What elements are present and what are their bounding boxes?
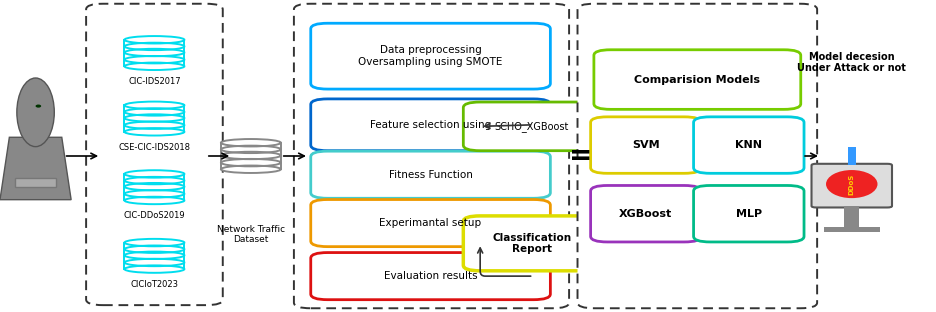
FancyBboxPatch shape [694, 185, 804, 242]
Text: CIC-IDS2017: CIC-IDS2017 [128, 77, 181, 86]
Bar [124, 105, 184, 132]
FancyBboxPatch shape [311, 99, 550, 151]
Ellipse shape [17, 78, 54, 147]
Text: Data preprocessing
Oversampling using SMOTE: Data preprocessing Oversampling using SM… [358, 45, 503, 67]
Ellipse shape [124, 36, 184, 43]
Text: KNN: KNN [736, 140, 762, 150]
FancyBboxPatch shape [463, 216, 600, 271]
Bar [844, 206, 859, 229]
FancyBboxPatch shape [311, 200, 550, 246]
Ellipse shape [124, 266, 184, 273]
Ellipse shape [826, 170, 878, 198]
FancyBboxPatch shape [463, 102, 600, 151]
Text: XGBoost: XGBoost [620, 209, 672, 219]
Bar [124, 243, 184, 269]
Text: Feature selection using: Feature selection using [370, 120, 491, 130]
Ellipse shape [124, 63, 184, 70]
FancyBboxPatch shape [812, 164, 892, 207]
Text: CIC-DDoS2019: CIC-DDoS2019 [124, 212, 185, 220]
Bar [124, 40, 184, 66]
FancyBboxPatch shape [591, 185, 701, 242]
FancyBboxPatch shape [86, 4, 223, 305]
Text: Comparision Models: Comparision Models [635, 75, 760, 85]
FancyBboxPatch shape [591, 117, 701, 173]
Text: Network Traffic
Dataset: Network Traffic Dataset [217, 225, 285, 244]
Bar [824, 227, 880, 232]
Text: =: = [569, 142, 592, 170]
Text: Classification
Report: Classification Report [492, 232, 571, 254]
Bar [221, 143, 281, 169]
Text: SCHO_XGBoost: SCHO_XGBoost [494, 121, 569, 132]
Text: CICIoT2023: CICIoT2023 [130, 280, 179, 289]
Polygon shape [0, 137, 71, 200]
Bar [124, 174, 184, 201]
FancyBboxPatch shape [578, 4, 817, 308]
Ellipse shape [36, 105, 41, 108]
FancyBboxPatch shape [311, 151, 550, 198]
FancyBboxPatch shape [311, 23, 550, 89]
Text: CSE-CIC-IDS2018: CSE-CIC-IDS2018 [119, 143, 190, 152]
FancyBboxPatch shape [694, 117, 804, 173]
Text: Evaluation results: Evaluation results [384, 271, 477, 281]
Text: Fitness Function: Fitness Function [388, 170, 473, 180]
FancyBboxPatch shape [294, 4, 569, 308]
Ellipse shape [124, 128, 184, 135]
Ellipse shape [124, 197, 184, 204]
Text: Experimantal setup: Experimantal setup [379, 218, 482, 228]
Text: MLP: MLP [736, 209, 762, 219]
Text: Model decesion
Under Attack or not: Model decesion Under Attack or not [797, 51, 906, 73]
Ellipse shape [221, 166, 281, 173]
Ellipse shape [124, 170, 184, 178]
Ellipse shape [124, 102, 184, 109]
Ellipse shape [124, 239, 184, 246]
FancyBboxPatch shape [311, 253, 550, 300]
Text: SVM: SVM [632, 140, 660, 150]
Bar [15, 178, 56, 187]
Bar [848, 147, 856, 165]
Ellipse shape [221, 139, 281, 146]
FancyBboxPatch shape [593, 50, 801, 110]
Text: DDoS: DDoS [849, 173, 855, 195]
